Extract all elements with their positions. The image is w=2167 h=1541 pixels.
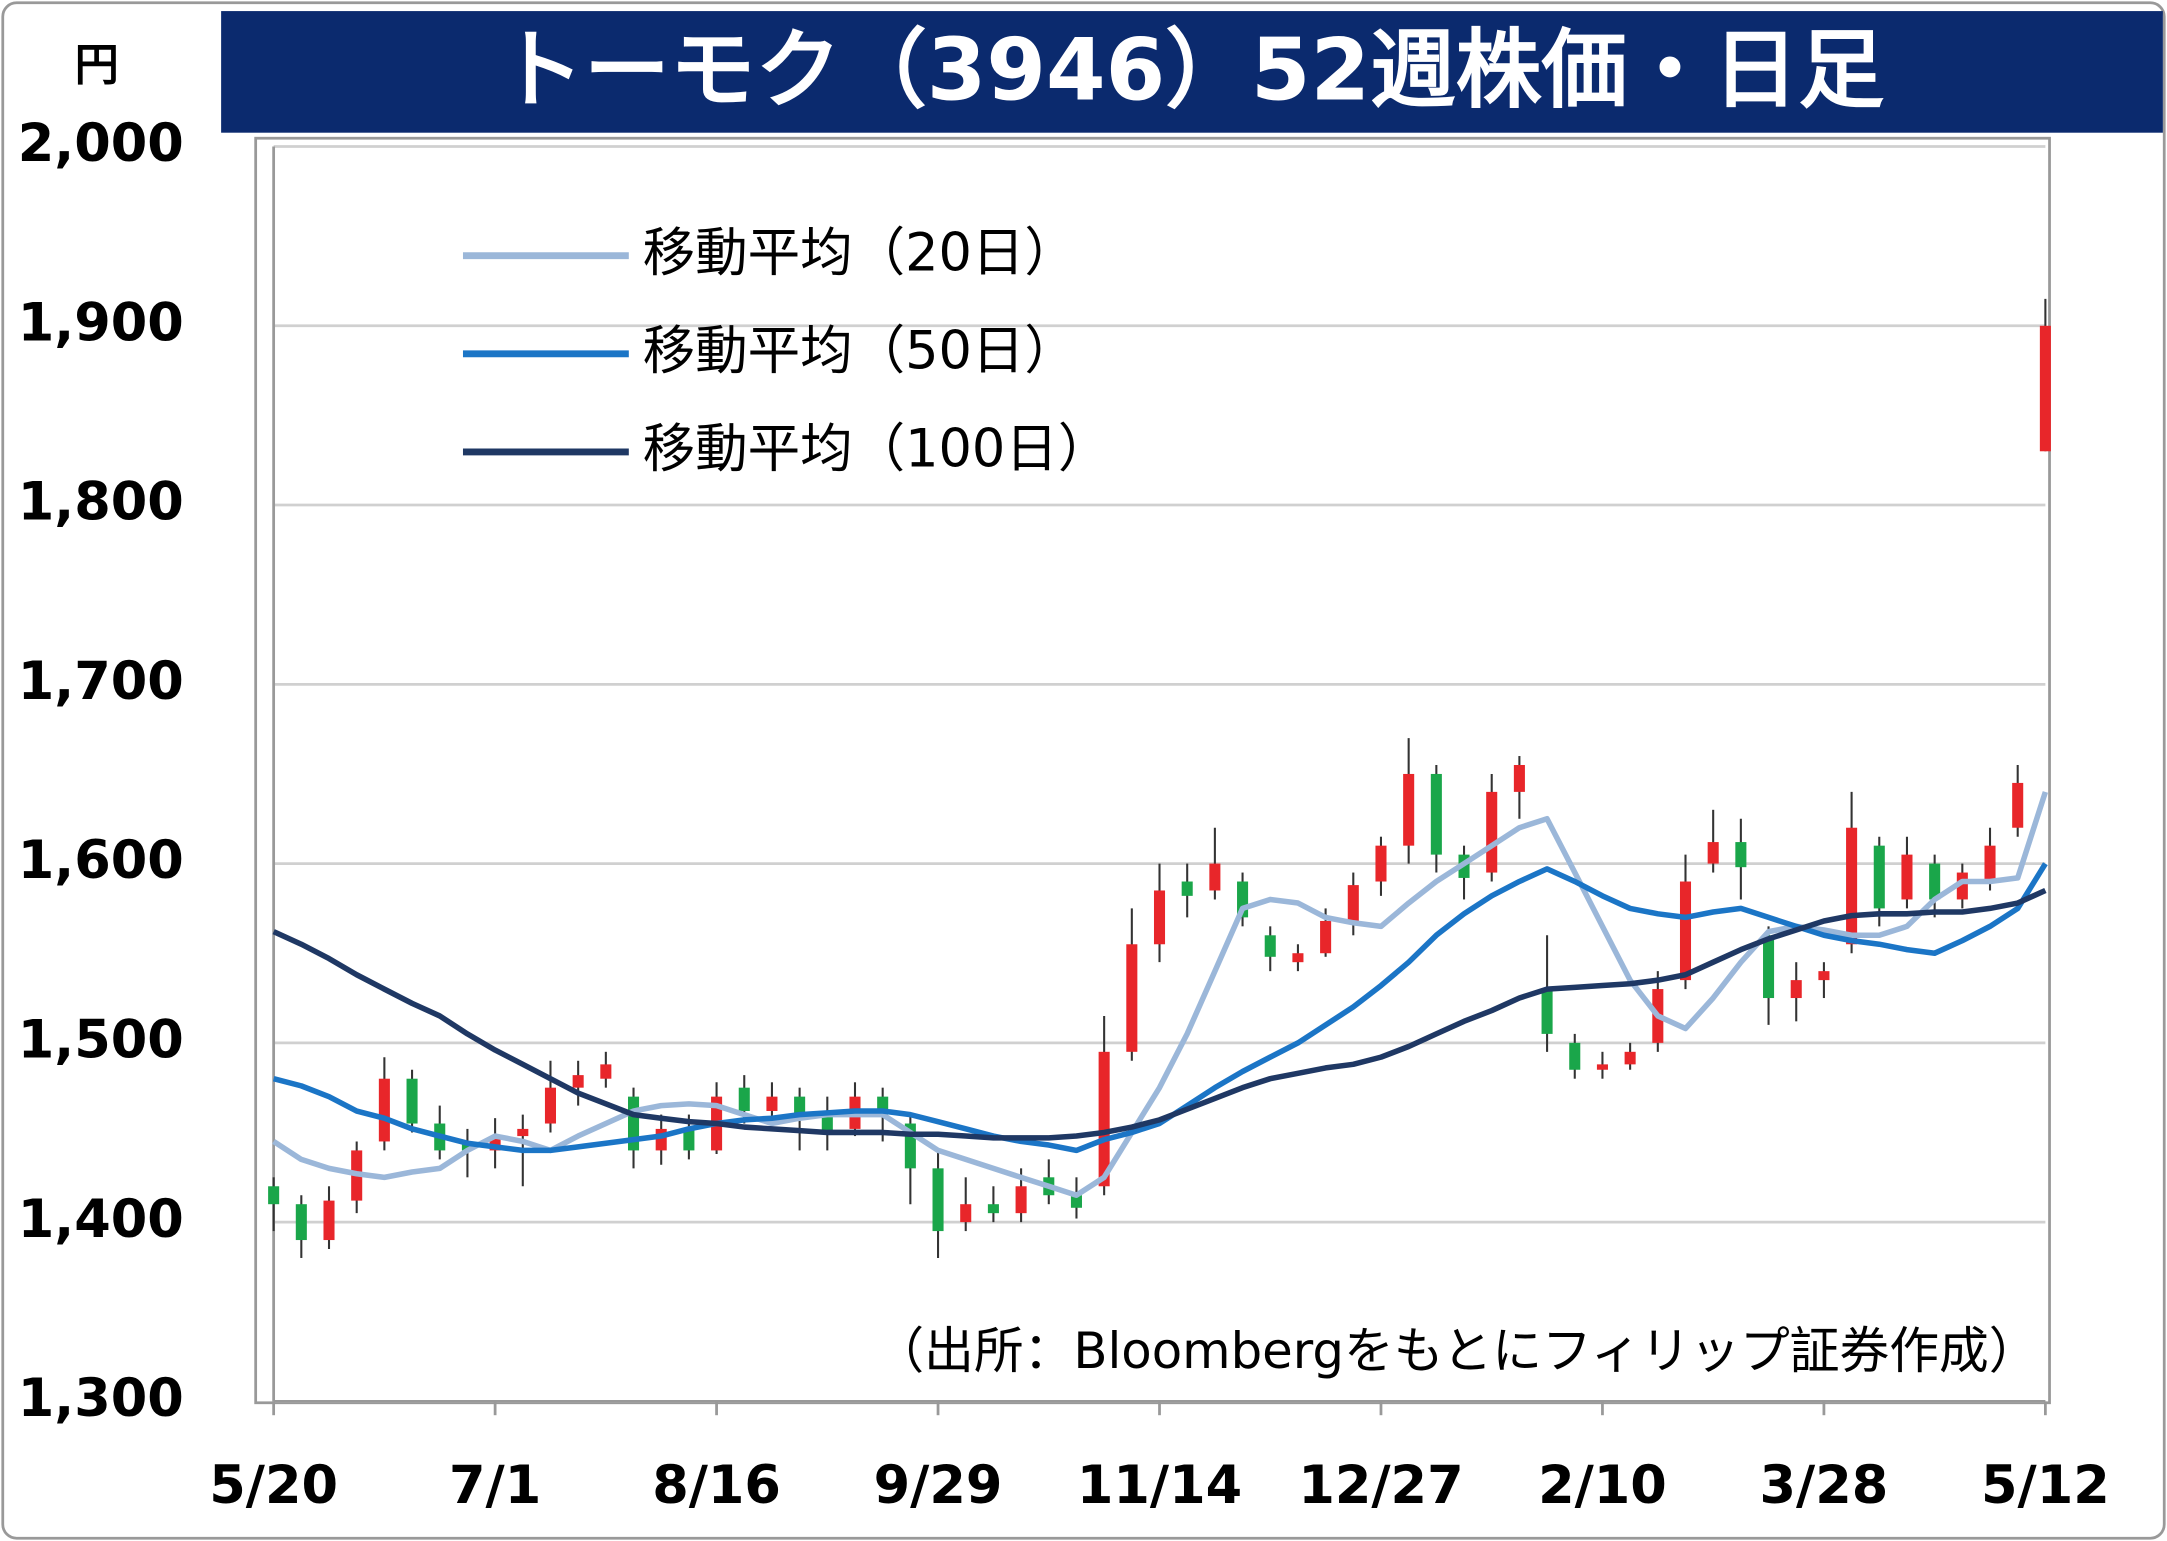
candle-body [323,1200,335,1241]
y-tick-label: 1,500 [18,1009,184,1070]
x-tick-label: 12/27 [1298,1455,1463,1516]
candle-body [1735,842,1747,868]
ma-line [272,887,2047,1141]
x-tick-label: 5/20 [209,1455,338,1516]
candle-body [904,1123,916,1169]
y-tick-label: 1,800 [18,472,184,533]
candle-body [572,1075,584,1088]
candle-body [655,1128,667,1151]
candle-body [1929,863,1941,900]
candle-body [738,1087,750,1111]
candle-body [1320,920,1332,954]
candle-body [1430,773,1442,855]
candle-body [295,1204,307,1241]
title-bar [221,11,2163,133]
chart-title: トーモク（3946）52週株価・日足 [498,20,1884,120]
y-tick-label: 1,900 [18,292,184,353]
candle-body [987,1204,999,1214]
x-tick-label: 9/29 [874,1455,1003,1516]
candle-body [378,1078,390,1142]
x-tick-label: 11/14 [1077,1455,1242,1516]
candle-body [544,1087,557,1124]
candle-body [627,1096,640,1151]
x-tick-label: 2/10 [1538,1455,1667,1516]
candle-body [766,1096,778,1111]
candle-body [1818,971,1830,981]
candle-body [2012,782,2024,828]
candle-body [932,1168,944,1232]
candle-body [1181,881,1193,896]
candle-body [406,1078,418,1124]
y-tick-label: 1,400 [18,1189,184,1250]
candle-body [821,1114,833,1133]
legend-label: 移動平均（20日） [643,222,1077,283]
candle-body [1347,885,1359,921]
candle-body [1624,1051,1636,1065]
candle-body [1541,989,1553,1034]
y-tick-label: 2,000 [18,113,184,174]
legend-label: 移動平均（50日） [643,320,1077,381]
candle-body [1846,827,1858,945]
x-tick-label: 8/16 [652,1455,781,1516]
candle-body [1486,791,1498,873]
candle-body [1569,1042,1581,1070]
candle-body [1098,1051,1110,1187]
candle-body [517,1128,529,1137]
candle-body [489,1136,501,1151]
candle-body [1126,944,1138,1052]
candle-body [1873,845,1885,909]
y-tick-label: 1,700 [18,651,184,712]
candle-body [683,1128,695,1151]
ma-line [272,791,2049,1198]
candle-body [1596,1064,1608,1070]
ma-line [272,862,2048,1154]
candle-body [1292,953,1304,963]
candle-body [1790,980,1802,999]
y-tick-label: 1,300 [18,1368,184,1429]
candle-body [1237,881,1249,918]
candle-body [1209,863,1221,891]
candle-body [960,1204,972,1223]
candle-body [794,1096,806,1119]
candle-body [1513,764,1525,792]
x-tick-label: 7/1 [449,1455,541,1516]
candle-body [1153,890,1166,945]
x-tick-label: 5/12 [1981,1455,2110,1516]
candle-body [1984,845,1996,882]
x-tick-label: 3/28 [1760,1455,1889,1516]
candle-body [2039,325,2051,452]
candle-body [1763,935,1775,999]
candle-body [1679,881,1692,981]
candle-body [877,1096,889,1115]
candle-body [600,1064,612,1079]
candle-body [1956,872,1968,900]
candle-body [1264,935,1276,957]
source-note: （出所：Bloombergをもとにフィリップ証券作成） [874,1322,2038,1380]
legend-label: 移動平均（100日） [643,419,1111,480]
candle-body [1707,842,1719,864]
y-unit: 円 [75,40,119,91]
candle-body [268,1186,280,1205]
candle-body [1901,854,1913,900]
candle-body [1015,1186,1027,1214]
candle-body [1375,845,1387,882]
y-tick-label: 1,600 [18,830,184,891]
candle-body [1403,773,1415,846]
candle-body [1070,1195,1082,1208]
